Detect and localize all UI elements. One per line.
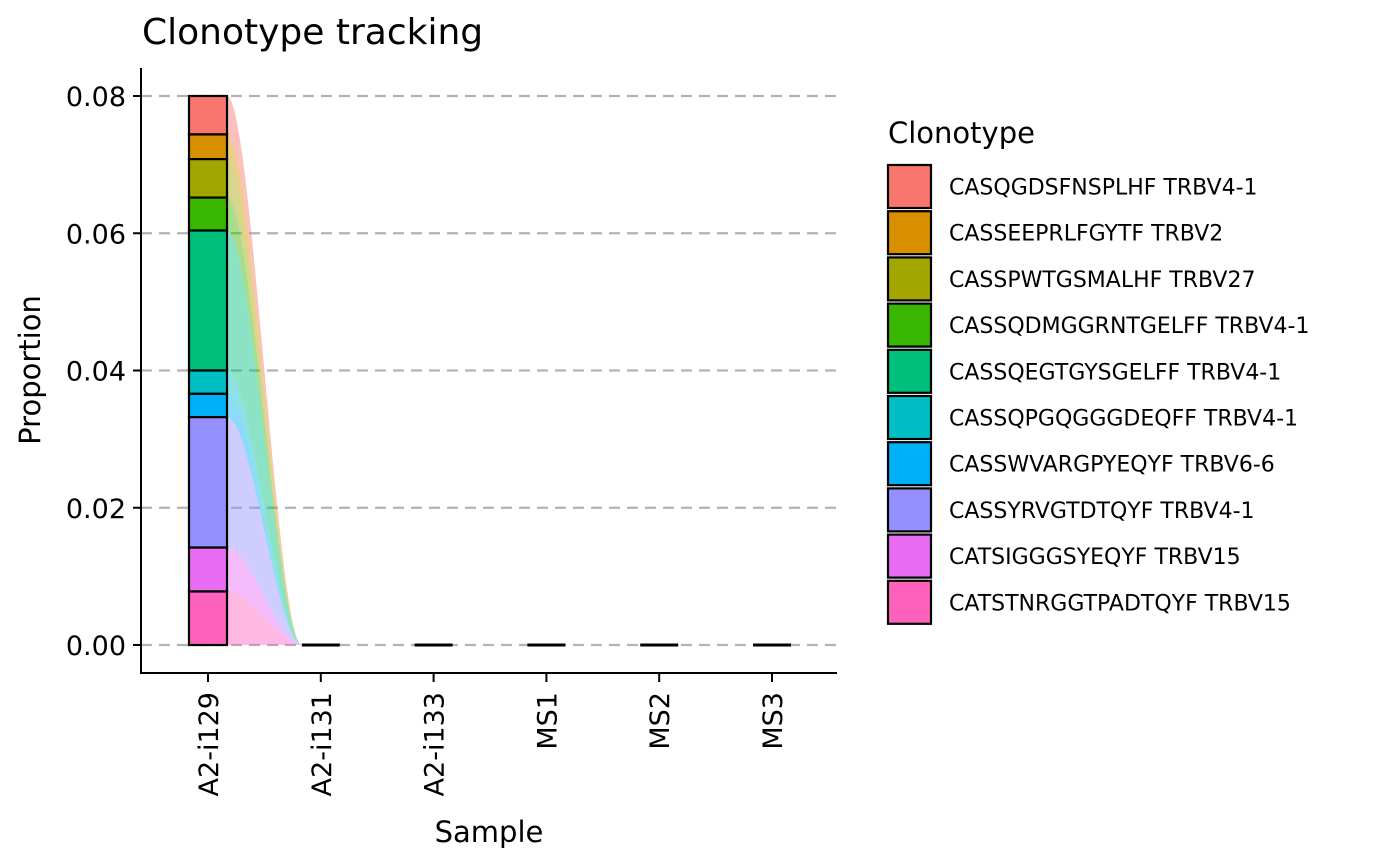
flow-ribbon (227, 417, 302, 645)
bar-segment (187, 546, 229, 593)
flow-ribbon (227, 370, 302, 645)
bar-segment (187, 416, 229, 549)
y-tick-label: 0.04 (66, 357, 126, 388)
y-tick-label: 0.00 (66, 631, 126, 662)
x-tick-label: A2-i133 (420, 692, 451, 796)
x-tick-label: MS2 (645, 692, 676, 750)
legend-key (886, 441, 933, 487)
legend-label: CASSEEPRLFGYTF TRBV2 (949, 222, 1223, 247)
legend-key (886, 163, 933, 210)
bar-segment (187, 196, 229, 232)
chart-title: Clonotype tracking (142, 12, 483, 53)
x-axis-title: Sample (435, 815, 544, 849)
legend-key (886, 579, 933, 625)
legend-key (886, 210, 933, 256)
legend-label: CASSQEGTGYSGELFF TRBV4-1 (949, 360, 1281, 385)
flow-ribbon (227, 230, 302, 645)
legend-key (886, 256, 933, 302)
legend-items: CASQGDSFNSPLHF TRBV4-1 CASSEEPRLFGYTF TRB… (886, 163, 1310, 625)
legend-key (886, 394, 933, 441)
bar-segment (187, 133, 229, 161)
bar-segment (187, 392, 229, 419)
bar-segment (187, 369, 229, 395)
legend-label: CATSTNRGGTPADTQYF TRBV15 (949, 591, 1291, 616)
flow-ribbon (227, 393, 302, 645)
legend-key (886, 348, 933, 394)
y-axis-ticks: 0.00 0.02 0.04 0.06 0.08 (66, 82, 141, 662)
legend-label: CASQGDSFNSPLHF TRBV4-1 (949, 176, 1258, 201)
legend-label: CASSWVARGPYEQYF TRBV6-6 (949, 453, 1275, 478)
flow-ribbon (227, 591, 302, 645)
legend-label: CASSYRVGTDTQYF TRBV4-1 (949, 499, 1255, 524)
bars (187, 94, 791, 647)
legend-title: Clonotype (888, 116, 1035, 150)
x-tick-label: MS3 (758, 692, 789, 750)
legend-label: CASSPWTGSMALHF TRBV27 (949, 268, 1255, 293)
y-tick-label: 0.02 (66, 494, 126, 525)
gridlines (141, 94, 837, 647)
flow-ribbons (227, 96, 302, 645)
y-tick-label: 0.06 (66, 219, 126, 250)
x-tick-label: MS1 (532, 692, 563, 750)
legend: Clonotype CASQGDSFNSPLHF TRBV4-1 CASSEEPR… (886, 116, 1310, 625)
bar-segment (187, 94, 229, 136)
y-axis-title: Proportion (13, 295, 47, 445)
flow-ribbon (227, 547, 302, 645)
x-axis-ticks: A2-i129 A2-i131 A2-i133 MS1 MS2 MS3 (194, 673, 789, 796)
flow-ribbon (227, 159, 302, 645)
bar-segment (187, 158, 229, 199)
legend-label: CATSIGGGSYEQYF TRBV15 (949, 545, 1241, 570)
legend-key (886, 487, 933, 533)
y-tick-label: 0.08 (66, 82, 126, 113)
flow-ribbon (227, 134, 302, 645)
legend-key (886, 533, 933, 579)
legend-label: CASSQPGQGGGDEQFF TRBV4-1 (949, 407, 1298, 432)
x-tick-label: A2-i129 (194, 692, 225, 796)
bar-segment (187, 590, 229, 647)
bar-segment (187, 229, 229, 372)
flow-ribbon (227, 197, 302, 645)
x-tick-label: A2-i131 (307, 692, 338, 796)
legend-label: CASSQDMGGRNTGELFF TRBV4-1 (949, 314, 1310, 339)
legend-key (886, 302, 933, 348)
flow-ribbon (227, 96, 302, 645)
